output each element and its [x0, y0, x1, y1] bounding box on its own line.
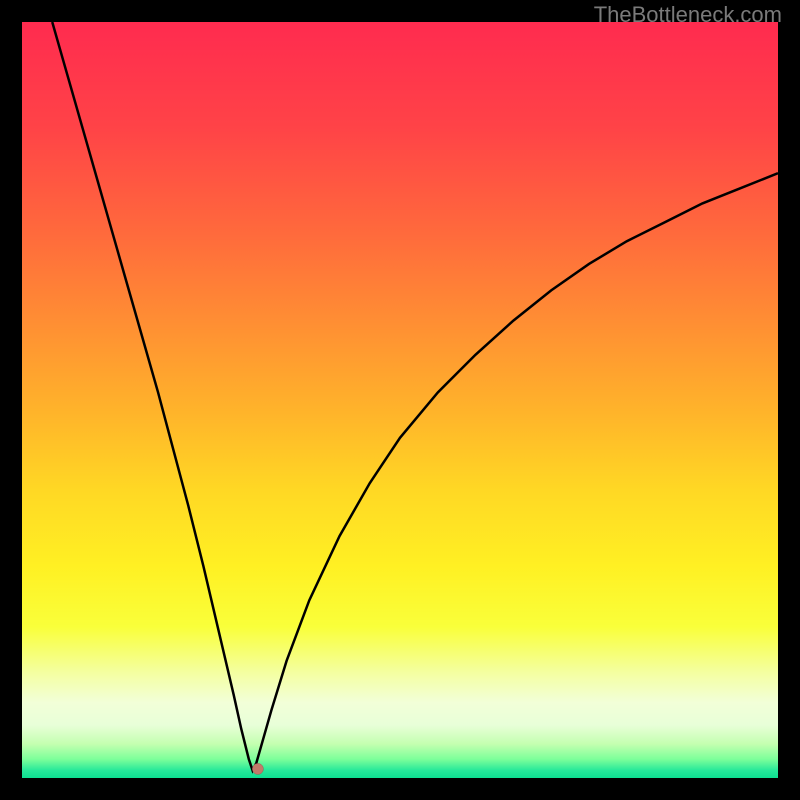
bottleneck-curve	[52, 22, 778, 770]
optimal-point-marker	[252, 763, 263, 774]
plot-area	[22, 22, 778, 778]
chart-frame	[22, 22, 778, 778]
curve-layer	[22, 22, 778, 778]
watermark-text: TheBottleneck.com	[594, 2, 782, 28]
